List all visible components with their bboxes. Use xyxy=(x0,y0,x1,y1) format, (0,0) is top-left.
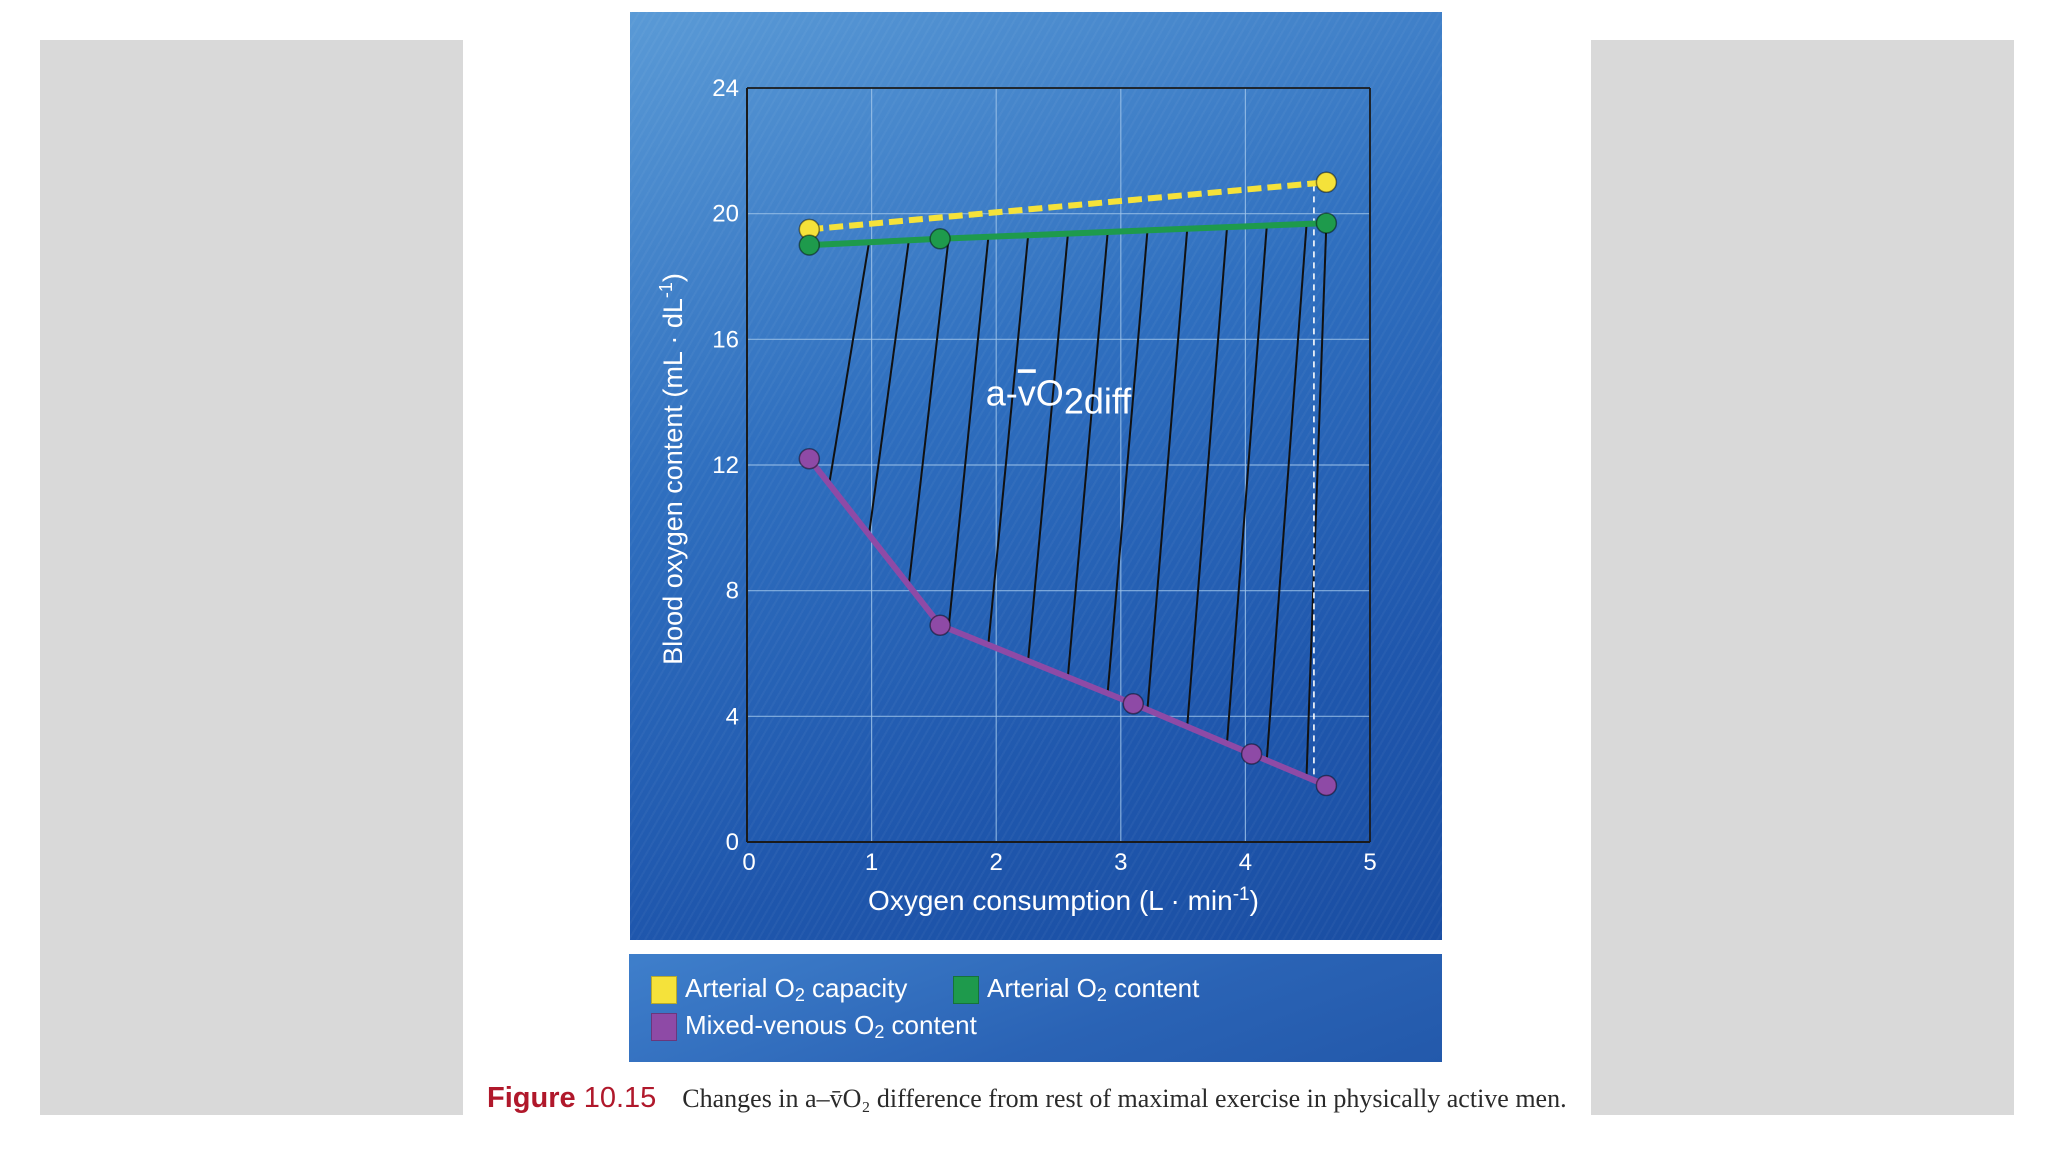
legend: Arterial O2 capacity Arterial O2 content… xyxy=(629,954,1442,1062)
legend-item-arterial-o2-capacity: Arterial O2 capacity xyxy=(651,973,907,1006)
data-point-arterial-o2-content xyxy=(798,234,821,256)
data-point-arterial-o2-content xyxy=(1315,212,1338,234)
y-tick-label: 8 xyxy=(726,578,739,605)
x-tick-label: 4 xyxy=(1239,849,1252,876)
right-background-panel xyxy=(1591,40,2014,1115)
chart-panel: 0 1 2 3 4 5 0 4 8 12 16 20 24 Oxygen consumption (L ·… xyxy=(630,12,1442,940)
series-line-mixed-venous-o2-content xyxy=(806,456,1328,789)
legend-label: Arterial O2 capacity xyxy=(685,973,908,1005)
data-point-arterial-o2-capacity xyxy=(1315,171,1338,193)
data-point-mixed-venous-o2-content xyxy=(1315,774,1338,797)
legend-item-arterial-o2-content: Arterial O2 content xyxy=(953,973,1199,1006)
legend-swatch-green xyxy=(953,975,979,1004)
hatch-line xyxy=(1305,223,1328,778)
left-background-panel xyxy=(40,40,463,1115)
y-tick-label: 12 xyxy=(712,452,739,479)
data-point-arterial-o2-content xyxy=(929,228,951,250)
data-point-mixed-venous-o2-content xyxy=(1240,743,1263,765)
y-tick-label: 4 xyxy=(726,703,739,730)
data-point-mixed-venous-o2-content xyxy=(929,614,951,636)
figure-label: Figure 10.15 xyxy=(487,1082,657,1114)
hatch-line xyxy=(867,240,910,535)
x-tick-label: 0 xyxy=(742,849,755,876)
y-tick-label: 0 xyxy=(726,829,739,856)
hatch-line xyxy=(947,236,990,629)
hatch-line xyxy=(1265,223,1308,761)
data-point-mixed-venous-o2-content xyxy=(1122,693,1145,715)
caption-text: Changes in a–v̄O₂ difference from rest o… xyxy=(682,1084,1567,1113)
avo2-diff-annotation: a-vO2diff xyxy=(986,372,1132,421)
x-axis-title: Oxygen consumption (L · min-1) xyxy=(868,884,1259,916)
hatch-line xyxy=(1146,228,1189,710)
hatch-line xyxy=(907,238,950,586)
hatch-line xyxy=(1186,227,1229,727)
hatch-line xyxy=(1027,233,1069,662)
legend-label: Mixed-venous O2 content xyxy=(685,1010,977,1042)
hatch-line xyxy=(987,235,1030,645)
y-tick-label: 16 xyxy=(712,326,739,353)
legend-label: Arterial O2 content xyxy=(987,973,1200,1005)
legend-item-mixed-venous-o2-content: Mixed-venous O2 content xyxy=(651,1010,977,1043)
x-tick-label: 3 xyxy=(1114,849,1127,876)
x-tick-label: 5 xyxy=(1363,849,1376,876)
legend-swatch-purple xyxy=(651,1012,677,1041)
y-axis-title: Blood oxygen content (mL · dL-1) xyxy=(656,273,688,665)
y-tick-label: 24 xyxy=(712,75,739,102)
hatch-line xyxy=(1225,225,1268,744)
figure-caption: Figure 10.15 Changes in a–v̄O₂ difference… xyxy=(487,1080,1567,1117)
x-tick-label: 1 xyxy=(865,849,878,876)
legend-swatch-yellow xyxy=(651,975,677,1004)
x-tick-label: 2 xyxy=(990,849,1003,876)
hatch-line xyxy=(1106,230,1149,694)
hatch-line xyxy=(828,242,871,485)
series-line-arterial-o2-capacity xyxy=(809,179,1327,233)
y-tick-label: 20 xyxy=(712,201,739,228)
data-point-mixed-venous-o2-content xyxy=(798,447,821,470)
hatch-line xyxy=(1066,231,1109,678)
